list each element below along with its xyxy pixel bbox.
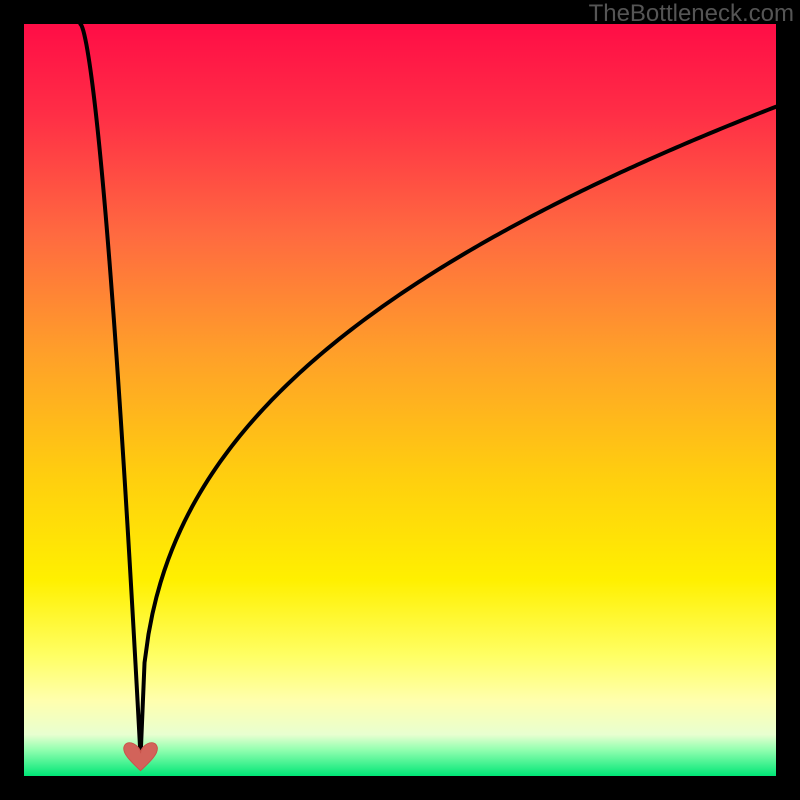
watermark-text: TheBottleneck.com xyxy=(589,0,794,28)
bottleneck-chart xyxy=(0,0,800,800)
chart-root: TheBottleneck.com xyxy=(0,0,800,800)
